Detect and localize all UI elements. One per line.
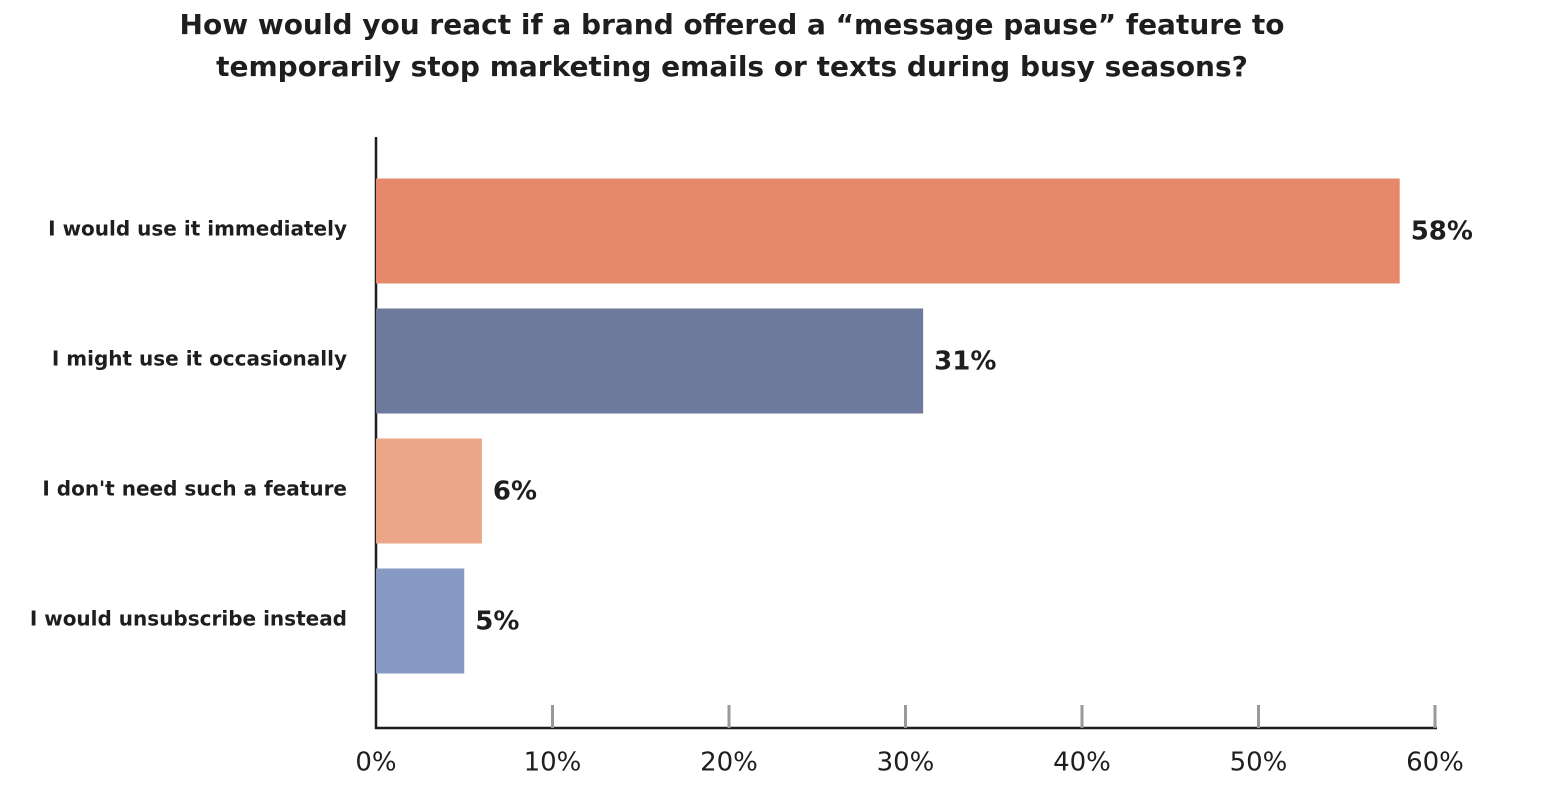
chart-title: How would you react if a brand offered a… [180, 8, 1285, 41]
x-tick-label: 50% [1230, 748, 1288, 778]
bar [376, 178, 1400, 284]
x-tick-label: 40% [1053, 748, 1111, 778]
x-tick-label: 20% [700, 748, 758, 778]
value-label: 5% [475, 607, 519, 637]
bar [376, 438, 482, 544]
x-tick-label: 30% [877, 748, 935, 778]
x-tick-label: 60% [1406, 748, 1464, 778]
y-tick-label: I might use it occasionally [52, 347, 347, 371]
chart-title: temporarily stop marketing emails or tex… [216, 50, 1248, 83]
x-tick-label: 0% [355, 748, 396, 778]
y-tick-label: I would use it immediately [48, 217, 347, 241]
bar [376, 308, 924, 414]
x-tick-label: 10% [524, 748, 582, 778]
y-tick-label: I would unsubscribe instead [30, 607, 347, 631]
value-label: 6% [493, 477, 537, 507]
value-label: 31% [934, 347, 996, 377]
bar [376, 568, 465, 674]
value-label: 58% [1411, 217, 1473, 247]
y-tick-label: I don't need such a feature [42, 477, 347, 501]
